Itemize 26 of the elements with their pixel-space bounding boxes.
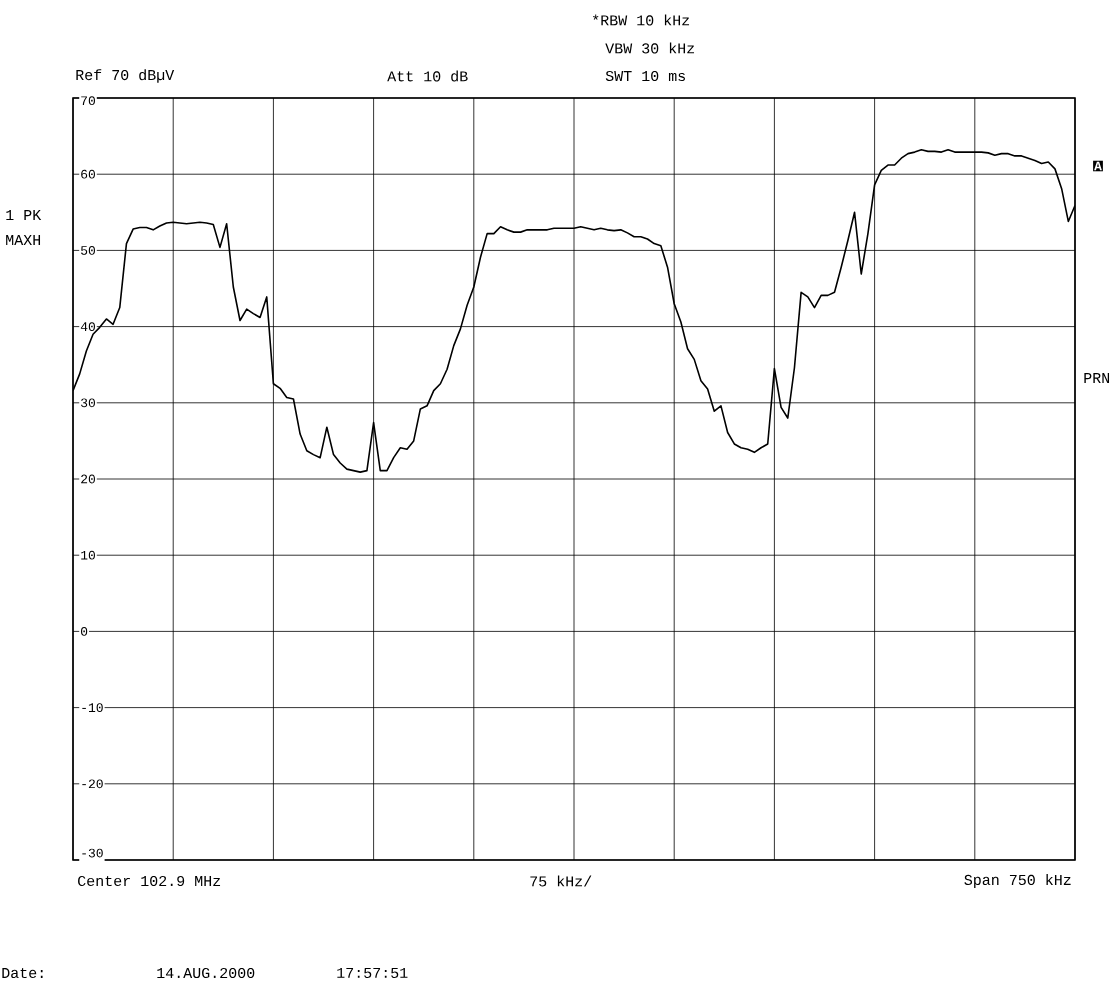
y-tick-label: -30 <box>82 848 103 858</box>
text: 14.AUG.2000 <box>157 967 255 979</box>
y-tick-label: 70 <box>81 96 95 106</box>
text: A <box>1094 161 1102 171</box>
text: MAXH <box>6 235 41 245</box>
y-tick-label: 30 <box>81 398 95 408</box>
y-tick-label: 50 <box>81 245 95 255</box>
text: Ref 70 dBµV <box>76 69 175 83</box>
y-tick-label: 60 <box>81 169 95 179</box>
y-tick-label: 10 <box>81 550 95 560</box>
y-tick-label: 40 <box>80 322 95 332</box>
text: 75 kHz/ <box>530 875 592 887</box>
text: *RBW 10 kHz <box>593 14 690 26</box>
y-tick-label: 0 <box>80 626 88 636</box>
y-tick-label: -20 <box>82 779 103 789</box>
text: Att 10 dB <box>387 70 468 82</box>
text: Date: <box>2 967 43 979</box>
text: VBW 30 kHz <box>605 42 695 54</box>
text: Span 750 kHz <box>964 874 1071 888</box>
text: 1 PK <box>6 210 42 220</box>
text: PRN <box>1084 373 1110 383</box>
text: 17:57:51 <box>337 967 408 979</box>
y-tick-label: 20 <box>81 474 95 484</box>
text: Center 102.9 MHz <box>78 875 221 887</box>
text: SWT 10 ms <box>605 70 685 82</box>
y-tick-label: -10 <box>82 703 103 713</box>
